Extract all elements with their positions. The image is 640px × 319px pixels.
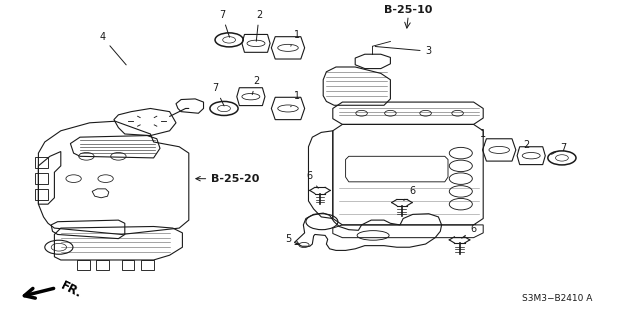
Text: 1: 1 [291, 30, 301, 46]
Text: 4: 4 [99, 32, 126, 65]
Text: 3: 3 [375, 46, 432, 56]
Text: B-25-20: B-25-20 [196, 174, 260, 184]
Text: 6: 6 [306, 171, 318, 188]
Text: 2: 2 [518, 140, 530, 150]
Text: 6: 6 [404, 186, 416, 201]
Text: 5: 5 [285, 234, 300, 245]
Text: 2: 2 [256, 10, 262, 41]
Text: 2: 2 [252, 76, 259, 95]
Text: FR.: FR. [59, 279, 84, 301]
Text: 6: 6 [461, 224, 477, 238]
Text: 1: 1 [480, 129, 486, 145]
Text: B-25-10: B-25-10 [384, 5, 433, 15]
Text: 1: 1 [291, 91, 301, 107]
Text: 7: 7 [552, 143, 567, 154]
Text: S3M3−B2410 A: S3M3−B2410 A [522, 294, 592, 303]
Text: 7: 7 [212, 83, 224, 106]
Text: 7: 7 [219, 10, 230, 37]
